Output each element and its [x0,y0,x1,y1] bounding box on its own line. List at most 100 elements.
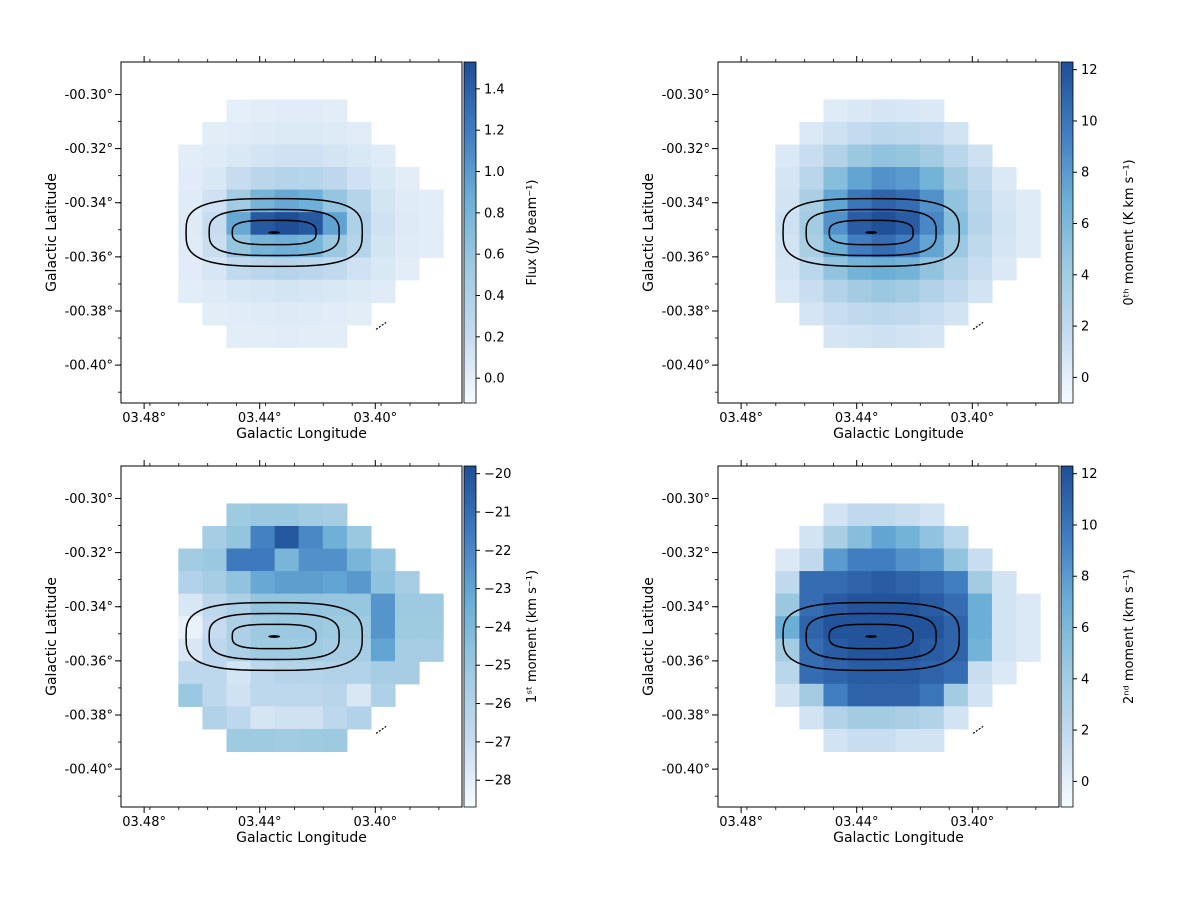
heatmap-pixel [346,638,372,662]
heatmap-pixel [322,144,348,168]
heatmap-pixel [775,234,800,258]
heatmap-pixel [322,548,348,572]
heatmap-pixel [871,525,897,550]
contour-level-3 [231,219,317,246]
colorbar-tick-label: 1.2 [484,124,505,139]
y-tick-label: -00.38° [662,304,710,319]
heatmap-pixel [298,234,324,258]
heatmap-pixel [226,324,252,349]
heatmap-pixel [274,167,300,191]
heatmap-pixel [178,167,203,191]
heatmap-pixel [943,593,969,617]
heatmap-pixel [298,728,324,753]
heatmap-pixel [847,212,873,236]
heatmap-pixel [250,257,276,281]
heatmap-pixel [871,302,897,326]
heatmap-pixel [250,189,276,213]
heatmap-pixel [346,189,372,213]
heatmap-pixel [346,683,372,707]
plot-area [178,503,444,753]
panel-3: 03.48° 03.44° 03.40° -00.30° -00.32° -00.34° -… [44,460,540,846]
x-tick-label: 03.44° [238,411,282,426]
heatmap-pixel [346,593,372,617]
heatmap-pixel [250,683,276,707]
heatmap-pixel [202,525,228,550]
heatmap-pixel [322,616,348,640]
heatmap-pixel [250,503,276,527]
heatmap-pixel [250,302,276,326]
heatmap-pixel [274,616,300,640]
heatmap-pixel [1016,212,1041,236]
heatmap-pixel [298,257,324,281]
heatmap-pixel [298,302,324,326]
heatmap-pixel [394,212,420,236]
heatmap-pixel [895,279,921,303]
x-tick-label: 03.44° [835,411,879,426]
heatmap-pixel [226,503,252,527]
heatmap-pixel [274,121,300,146]
heatmap-pixel [775,593,800,617]
heatmap-pixel [226,661,252,685]
heatmap-pixel [370,571,396,595]
heatmap-pixel [919,302,945,326]
heatmap-pixel [226,683,252,707]
heatmap-pixel [799,571,825,595]
heatmap-pixel [178,212,203,236]
heatmap-pixel [895,167,921,191]
y-tick-label: -00.34° [65,600,113,615]
heatmap-pixel [178,661,203,685]
heatmap-pixel [346,121,372,146]
heatmap-pixel [799,616,825,640]
x-tick-label: 03.40° [950,815,994,830]
colorbar-tick-label: 12 [1081,63,1098,78]
heatmap-pixel [226,279,252,303]
heatmap-pixel [250,525,276,550]
heatmap-pixel [943,706,969,730]
heatmap-pixel [370,661,396,685]
heatmap-pixel [250,279,276,303]
heatmap-pixel [370,593,396,617]
heatmap-pixel [250,661,276,685]
heatmap-pixel [202,257,228,281]
heatmap-pixel [895,683,921,707]
contour-level-2 [208,612,340,661]
heatmap-pixel [895,503,921,527]
y-tick-label: -00.32° [65,546,113,561]
heatmap-pixel [847,279,873,303]
heatmap-pixel [847,706,873,730]
heatmap-pixel [799,706,825,730]
heatmap-pixel [919,212,945,236]
heatmap-pixel [799,167,825,191]
x-axis-label: Galactic Longitude [833,830,964,846]
heatmap-pixel [419,638,444,662]
heatmap-pixel [847,616,873,640]
heatmap-pixel [847,167,873,191]
heatmap-pixel [895,593,921,617]
heatmap-pixel [967,234,993,258]
colorbar-tick-label: 2 [1081,724,1089,739]
heatmap-pixel [322,121,348,146]
heatmap-pixel [346,302,372,326]
heatmap-pixel [202,167,228,191]
heatmap-pixel [943,234,969,258]
heatmap-pixel [178,234,203,258]
contour-level-3 [231,623,317,650]
heatmap-pixel [823,234,849,258]
axes-frame [120,465,463,808]
colorbar-tick-label: 4 [1081,268,1089,283]
colorbar-tick-label: 0 [1081,371,1089,386]
y-tick-label: -00.36° [662,250,710,265]
heatmap-pixel [967,279,993,303]
heatmap-pixel [274,257,300,281]
heatmap-pixel [919,548,945,572]
heatmap-pixel [226,144,252,168]
heatmap-pixel [202,638,228,662]
heatmap-pixel [226,728,252,753]
heatmap-pixel [847,661,873,685]
y-axis-label: Galactic Latitude [641,173,657,292]
contour-level-3 [828,623,914,650]
heatmap-pixel [346,571,372,595]
heatmap-pixel [274,525,300,550]
heatmap-pixel [250,144,276,168]
beam-marker [375,321,387,330]
